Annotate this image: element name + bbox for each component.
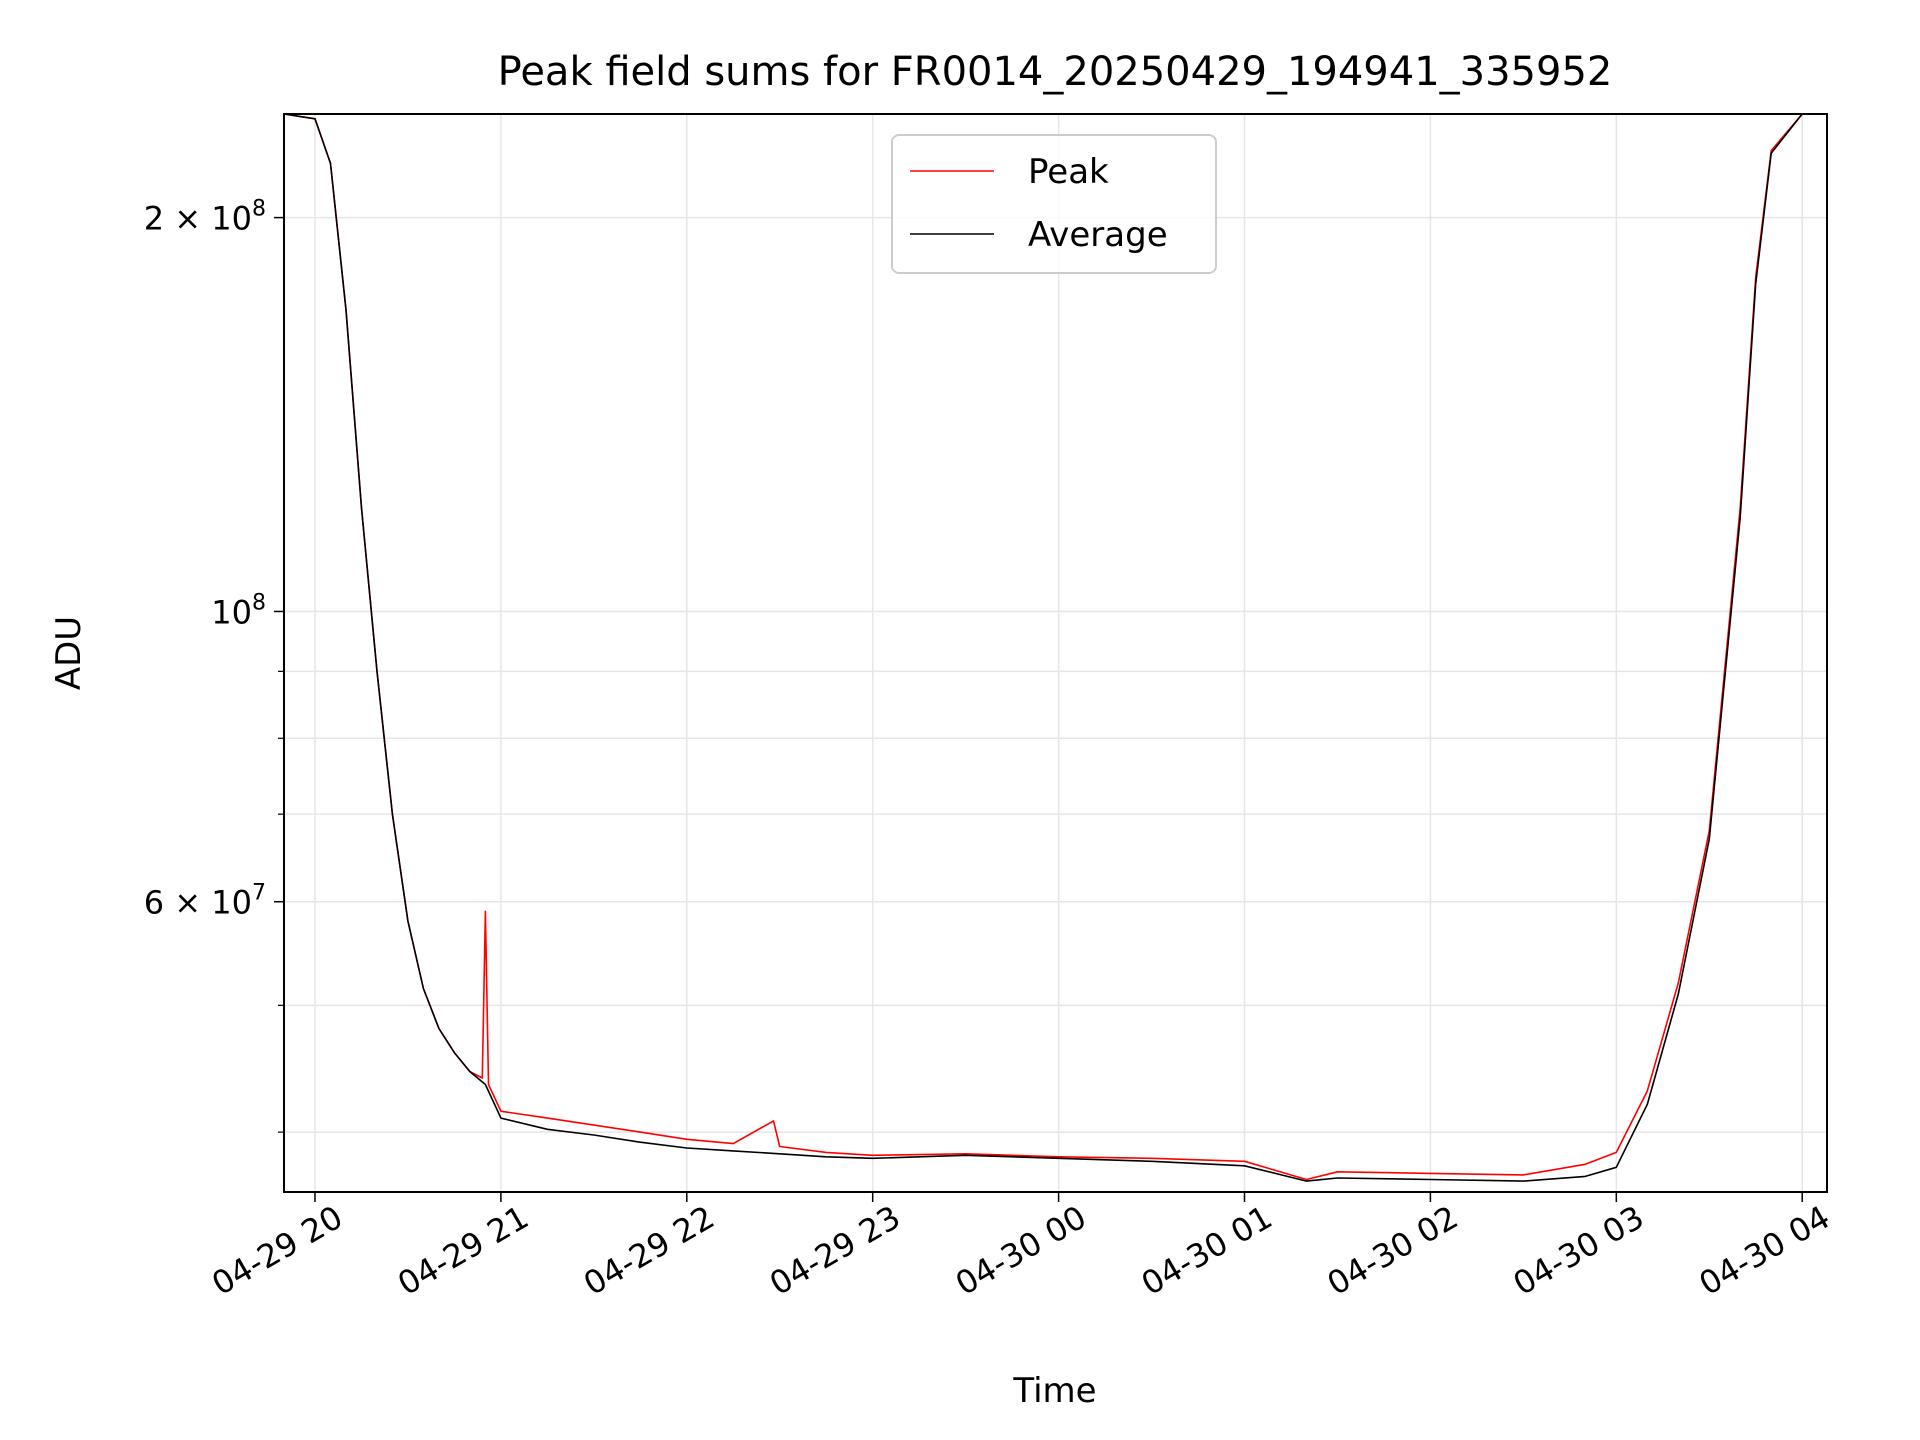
series-layer: [283, 113, 1827, 1182]
y-tick-label: 2 × 108: [144, 197, 266, 238]
legend-label-peak: Peak: [1028, 152, 1109, 192]
y-tick-label: 6 × 107: [144, 881, 266, 922]
series-line-average: [283, 113, 1827, 1182]
y-tick-label: 108: [211, 590, 266, 631]
y-axis-ticks: 2 × 108 108 6 × 107: [144, 197, 284, 1133]
y-axis-label: ADU: [49, 616, 89, 690]
legend: Peak Average: [891, 134, 1217, 274]
legend-box: [891, 134, 1217, 274]
x-axis-label: Time: [1012, 1371, 1096, 1411]
chart-title: Peak field sums for FR0014_20250429_1949…: [498, 49, 1613, 95]
plot-frame: [283, 113, 1828, 1193]
legend-label-average: Average: [1028, 215, 1168, 255]
